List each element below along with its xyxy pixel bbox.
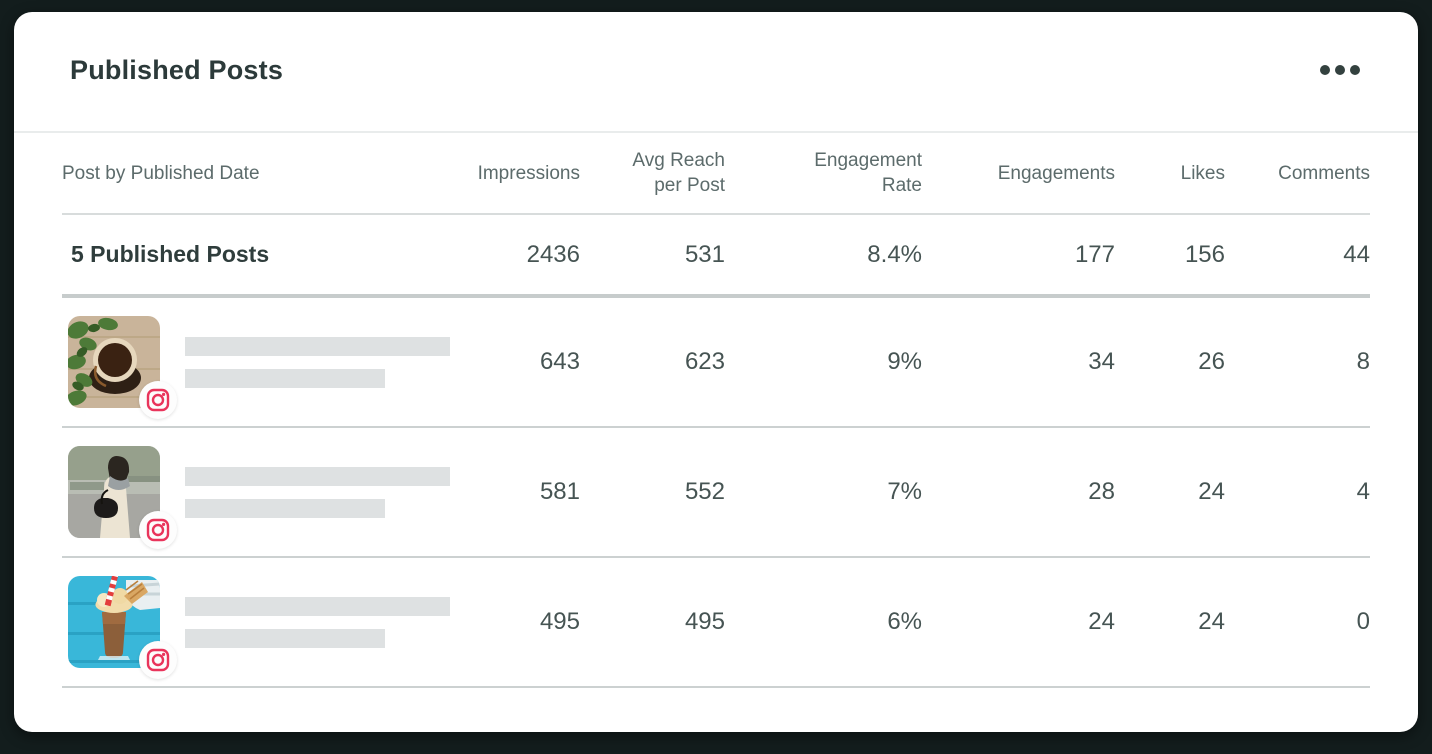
placeholder-bar <box>185 498 385 518</box>
post-likes: 24 <box>1198 608 1225 635</box>
post-impressions: 643 <box>539 348 580 375</box>
placeholder-bar <box>185 368 385 388</box>
post-likes: 26 <box>1198 348 1225 375</box>
placeholder-bar <box>185 596 450 616</box>
summary-engagement-rate: 8.4% <box>867 240 922 268</box>
placeholder-bar <box>185 628 385 648</box>
post-comments: 0 <box>1356 608 1370 635</box>
post-image-coffee-cup <box>68 316 160 408</box>
post-row[interactable]: 643 623 9% 34 26 8 <box>62 298 1370 428</box>
post-impressions: 581 <box>539 478 580 505</box>
column-header-line: per Post <box>654 175 725 196</box>
summary-row: 5 Published Posts 2436 531 8.4% 177 156 … <box>62 215 1370 298</box>
instagram-icon <box>146 648 170 672</box>
post-cell <box>62 446 454 549</box>
ellipsis-icon <box>1350 65 1360 75</box>
widget-header: Published Posts <box>14 12 1418 133</box>
published-posts-table: Post by Published Date Impressions Avg R… <box>14 133 1418 688</box>
ellipsis-icon <box>1335 65 1345 75</box>
instagram-badge <box>139 381 177 419</box>
post-cell <box>62 576 454 679</box>
ellipsis-icon <box>1320 65 1330 75</box>
instagram-icon <box>146 518 170 542</box>
instagram-badge <box>139 641 177 679</box>
column-header-avg-reach-per-post: Avg Reach per Post <box>580 148 725 198</box>
instagram-badge <box>139 511 177 549</box>
column-header-engagements: Engagements <box>997 162 1115 184</box>
post-engagements: 28 <box>1088 478 1115 505</box>
post-image-woman-walking <box>68 446 160 538</box>
summary-likes: 156 <box>1184 240 1225 268</box>
column-header-impressions: Impressions <box>477 162 580 184</box>
summary-label: 5 Published Posts <box>71 241 270 267</box>
post-row[interactable]: 581 552 7% 28 24 4 <box>62 428 1370 558</box>
post-avg-reach-per-post: 552 <box>684 478 725 505</box>
post-title-placeholder <box>185 336 450 388</box>
post-comments: 8 <box>1356 348 1370 375</box>
post-cell <box>62 316 454 419</box>
post-thumbnail[interactable] <box>68 576 177 679</box>
published-posts-widget: Published Posts Post by Published Date I… <box>14 12 1418 732</box>
post-engagements: 34 <box>1088 348 1115 375</box>
widget-title: Published Posts <box>70 55 284 85</box>
summary-avg-reach-per-post: 531 <box>684 240 725 268</box>
post-impressions: 495 <box>539 608 580 635</box>
post-comments: 4 <box>1356 478 1370 505</box>
post-avg-reach-per-post: 623 <box>684 348 725 375</box>
post-engagement-rate: 6% <box>887 608 922 635</box>
column-header-line: Rate <box>881 175 922 196</box>
summary-comments: 44 <box>1343 240 1370 268</box>
instagram-icon <box>146 388 170 412</box>
post-title-placeholder <box>185 596 450 648</box>
summary-engagements: 177 <box>1074 240 1115 268</box>
post-engagement-rate: 9% <box>887 348 922 375</box>
post-title-placeholder <box>185 466 450 518</box>
column-header-comments: Comments <box>1278 162 1370 184</box>
column-header-line: Engagement <box>814 150 922 171</box>
summary-impressions: 2436 <box>526 240 580 268</box>
widget-menu-button[interactable] <box>1318 59 1362 81</box>
post-thumbnail[interactable] <box>68 446 177 549</box>
table-header-row: Post by Published Date Impressions Avg R… <box>62 133 1370 215</box>
placeholder-bar <box>185 466 450 486</box>
column-header-engagement-rate: Engagement Rate <box>725 148 922 198</box>
post-engagement-rate: 7% <box>887 478 922 505</box>
post-engagements: 24 <box>1088 608 1115 635</box>
post-thumbnail[interactable] <box>68 316 177 419</box>
post-avg-reach-per-post: 495 <box>684 608 725 635</box>
column-header-line: Avg Reach <box>632 150 725 171</box>
placeholder-bar <box>185 336 450 356</box>
post-likes: 24 <box>1198 478 1225 505</box>
column-header-post-by-published-date: Post by Published Date <box>62 162 260 184</box>
column-header-likes: Likes <box>1180 162 1225 184</box>
post-row[interactable]: 495 495 6% 24 24 0 <box>62 558 1370 688</box>
